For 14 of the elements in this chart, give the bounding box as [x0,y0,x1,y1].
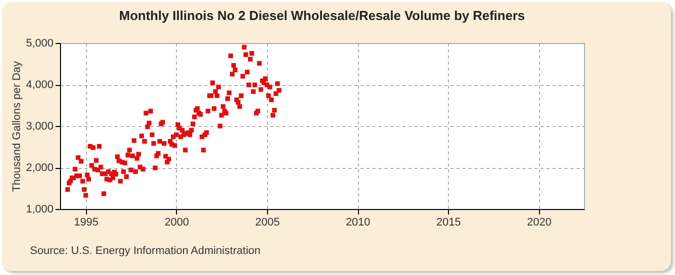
x-tick-label: 2015 [436,216,461,228]
y-tick-label: 5,000 [26,38,54,50]
chart-title: Monthly Illinois No 2 Diesel Wholesale/Resale Volume by Refiners [119,8,525,23]
y-tick-label: 2,000 [26,162,54,174]
x-tick-label: 2000 [164,216,190,228]
y-tick-label: 1,000 [26,204,54,216]
y-tick-label: 4,000 [26,79,54,91]
source-note: Source: U.S. Energy Information Administration [30,245,260,257]
y-axis-title: Thousand Gallons per Day [10,60,23,192]
x-tick-label: 1995 [74,216,98,228]
x-tick-label: 2010 [346,216,370,228]
x-tick-label: 2020 [527,216,552,228]
y-tick-label: 3,000 [26,120,54,132]
x-tick-label: 2005 [255,216,280,228]
